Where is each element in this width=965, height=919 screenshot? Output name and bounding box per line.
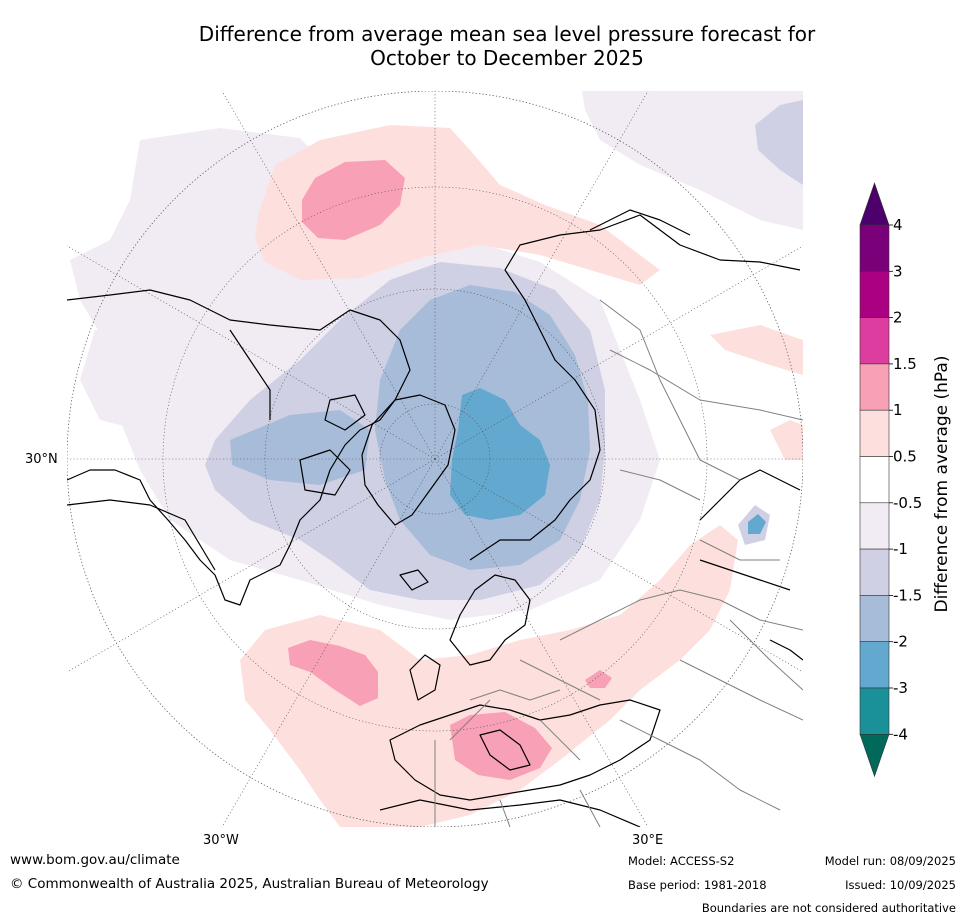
colorbar-title: Difference from average (hPa) [932,356,952,613]
colorbar-segment [859,317,890,365]
model-run-text: Model run: 08/09/2025 [824,854,956,868]
colorbar-tick-label: -1.5 [893,586,922,604]
anomaly-region-moderate-positive-mediterranean [450,712,552,780]
colorbar-segment [859,456,890,504]
colorbar-segments [859,182,890,778]
anomaly-region-weak-negative-ne [582,91,803,230]
anomaly-region-moderate-positive-atlantic [288,640,378,706]
colorbar-tick-label: -2 [893,633,908,651]
map-panel [67,91,803,827]
colorbar-extend-min [859,733,890,778]
colorbar-segment [859,502,890,550]
colorbar-tick-labels: 4 3 2 1.5 1 0.5 -0.5 -1 -1.5 -2 -3 -4 [889,216,922,743]
base-period-text: Base period: 1981-2018 [628,878,767,892]
colorbar-tick-label: 3 [893,262,903,280]
colorbar-tick-label: 0.5 [893,448,917,466]
anomaly-region-weak-positive-far-east [770,420,803,460]
graticule [67,91,803,827]
label-30e: 30°E [632,833,664,848]
colorbar-segment [859,270,890,318]
label-30n: 30°N [25,452,58,467]
model-text: Model: ACCESS-S2 [628,854,735,868]
anomaly-region-strong-negative-west [230,410,370,485]
country-borders [434,299,803,827]
colorbar-segment [859,409,890,457]
title-line-1: Difference from average mean sea level p… [198,22,816,46]
anomaly-region-weak-positive-atlantic [240,525,738,827]
colorbar-segment [859,595,890,643]
anomaly-region-moderate-negative-ne [755,100,803,185]
colorbar-tick-label: -1 [893,540,908,558]
chart-title: Difference from average mean sea level p… [0,22,965,70]
colorbar-tick-label: -3 [893,679,908,697]
colorbar: 4 3 2 1.5 1 0.5 -0.5 -1 -1.5 -2 -3 -4 Difference fr… [859,182,952,778]
anomaly-region-weak-negative-2 [80,330,170,430]
colorbar-segment [859,687,890,735]
colorbar-extend-max [859,182,890,226]
colorbar-tick-label: 2 [893,309,903,327]
coastlines [67,209,803,827]
colorbar-segment [859,641,890,689]
website-text: www.bom.gov.au/climate [10,852,180,868]
issued-text: Issued: 10/09/2025 [845,878,956,892]
colorbar-segment [859,363,890,411]
disclaimer-text: Boundaries are not considered authoritat… [701,901,956,915]
anomaly-region-core-negative-east [748,514,766,534]
copyright-text: © Commonwealth of Australia 2025, Austra… [10,876,489,892]
colorbar-tick-label: 1 [893,401,903,419]
colorbar-tick-label: 4 [893,216,903,234]
colorbar-tick-label: -4 [893,725,908,743]
colorbar-segment [859,224,890,272]
label-30w: 30°W [203,833,239,848]
title-line-2: October to December 2025 [370,46,644,70]
colorbar-tick-label: -0.5 [893,494,922,512]
anomaly-region-weak-positive-east [710,325,803,375]
anomaly-fields [70,91,803,827]
anomaly-region-moderate-positive-blacksea [585,670,612,688]
anomaly-region-moderate-positive-pacific [302,160,405,240]
colorbar-tick-label: 1.5 [893,355,917,373]
colorbar-segment [859,548,890,596]
